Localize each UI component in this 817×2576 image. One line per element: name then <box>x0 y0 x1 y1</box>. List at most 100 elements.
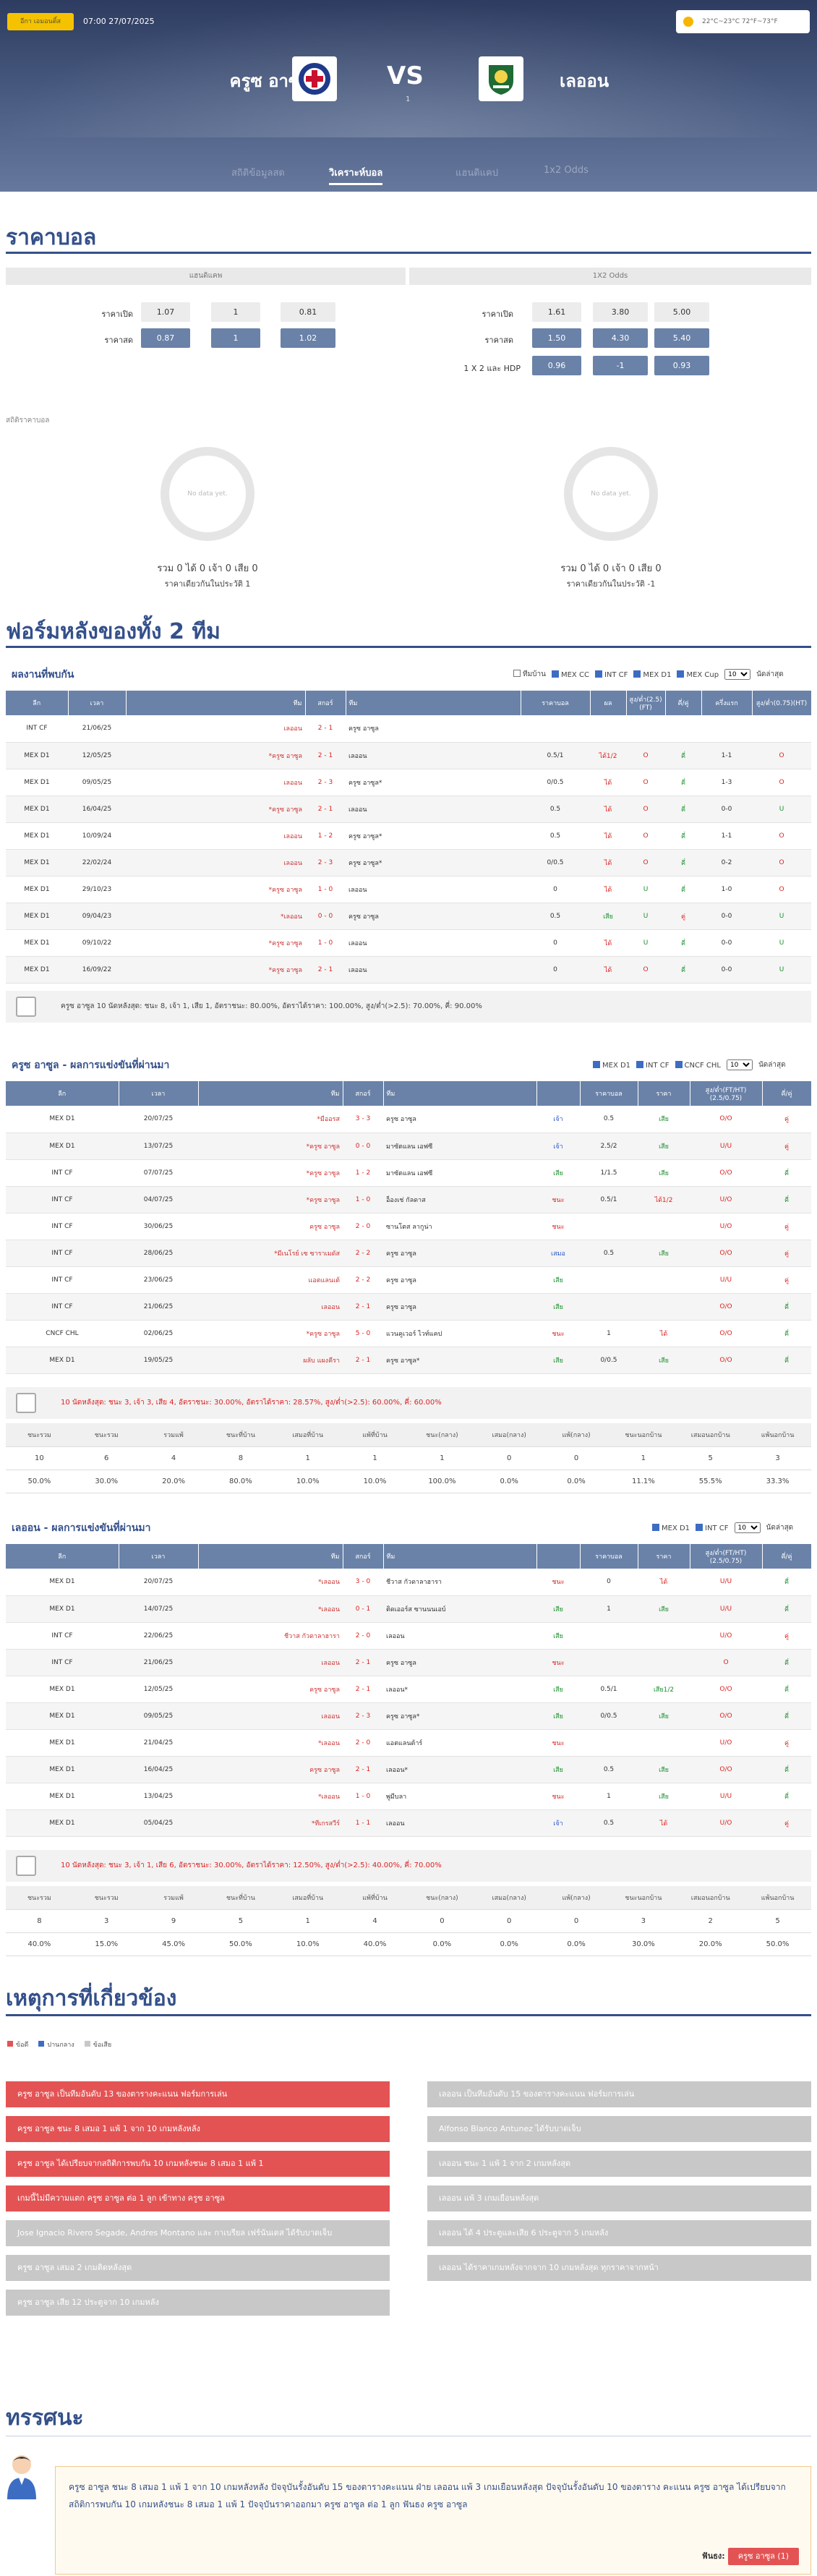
away-team-name[interactable]: เลออน <box>560 71 609 91</box>
table-row[interactable]: INT CF 21/06/25 เลออน 2 - 1 ครูซ อาซูล <box>6 715 811 743</box>
table-row[interactable]: MEX D1 20/07/25 *เลออน 3 - 0 ชีวาส กัวดาลาฮา… <box>6 1569 811 1596</box>
table-cell: 0-0 <box>701 929 752 957</box>
table-cell: คี่ <box>665 849 701 877</box>
table-cell: 2 - 1 <box>343 1649 383 1676</box>
table-row[interactable]: MEX D1 19/05/25 ผลับ แผงคีรา 2 - 1 ครูซ อาซู… <box>6 1347 811 1374</box>
table-row[interactable]: MEX D1 05/04/25 *ทีเกรสวีร์ 1 - 1 เลออน เจ้า 0… <box>6 1809 811 1837</box>
table-row[interactable]: CNCF CHL 02/06/25 *ครูซ อาซูล 5 - 0 แวนคูเวอ… <box>6 1320 811 1347</box>
filter-mex-d1[interactable]: MEX D1 <box>633 670 671 679</box>
table-cell: 09/04/23 <box>68 903 126 930</box>
stat-cell: ชนะรวม <box>72 1423 140 1447</box>
table-row[interactable]: MEX D1 13/04/25 *เลออน 1 - 0 พูมีบลา ชนะ 1 เสีย… <box>6 1783 811 1810</box>
stat-cell: ชนะนอกบ้าน <box>609 1886 677 1910</box>
table-row[interactable]: MEX D1 16/09/22 *ครูซ อาซูล 2 - 1 เลออน 0 ได้ O… <box>6 956 811 984</box>
opinion-section-title: ทรรศนะ <box>6 2405 84 2431</box>
table-cell: ชนะ <box>536 1729 580 1757</box>
table-cell: *ครูซ อาซูล <box>126 796 305 823</box>
table-cell: คี่ <box>665 876 701 903</box>
table-row[interactable]: MEX D1 09/10/22 *ครูซ อาซูล 1 - 0 เลออน 0 ได้ U… <box>6 929 811 957</box>
home-team-crest[interactable] <box>292 56 337 101</box>
table-row[interactable]: MEX D1 22/02/24 เลออน 2 - 3 ครูซ อาซูล* 0/0.5… <box>6 849 811 877</box>
handicap-open-line: 1 <box>211 302 260 322</box>
table-cell: เลออน <box>126 822 305 850</box>
handicap-live-away: 1.02 <box>281 328 335 348</box>
table-row[interactable]: MEX D1 29/10/23 *ครูซ อาซูล 1 - 0 เลออน 0 ได้ U… <box>6 876 811 903</box>
table-cell: เสีย <box>536 1702 580 1730</box>
table-row[interactable]: INT CF 22/06/25 ชีวาส กัวดาลาฮารา 2 - 0 เลออ… <box>6 1622 811 1650</box>
filter-home[interactable]: ทีมบ้าน <box>513 669 546 680</box>
table-cell <box>638 1649 690 1676</box>
stat-cell: 0.0% <box>475 1932 543 1956</box>
table-row[interactable]: INT CF 04/07/25 *ครูซ อาซูล 1 - 0 อ็องเช่ กั… <box>6 1186 811 1214</box>
table-cell: O/O <box>690 1293 762 1321</box>
table-row[interactable]: MEX D1 09/05/25 เลออน 2 - 3 ครูซ อาซูล* 0/0.5… <box>6 769 811 796</box>
table-row[interactable]: INT CF 21/06/25 เลออน 2 - 1 ครูซ อาซูล ชนะ O คี… <box>6 1649 811 1676</box>
stat-cell: 0 <box>408 1909 476 1933</box>
table-cell: 04/07/25 <box>119 1186 198 1214</box>
table-cell: คี่ <box>665 796 701 823</box>
tab-handicap[interactable]: แฮนดิแคป <box>455 168 498 179</box>
table-row[interactable]: MEX D1 09/04/23 *เลออน 0 - 0 ครูซ อาซูล 0.5 เส… <box>6 903 811 930</box>
filter-mex-d1[interactable]: MEX D1 <box>593 1060 630 1070</box>
stat-cell: แพ้นอกบ้าน <box>744 1423 811 1447</box>
table-row[interactable]: INT CF 07/07/25 *ครูซ อาซูล 1 - 2 มาซัตแลน เ… <box>6 1159 811 1187</box>
table-cell: *ทีเกรสวีร์ <box>198 1809 343 1837</box>
away-count-select[interactable]: 10 <box>734 1522 761 1533</box>
filter-mex-d1[interactable]: MEX D1 <box>652 1523 690 1532</box>
table-row[interactable]: INT CF 23/06/25 แอตแลนเต้ 2 - 2 ครูซ อาซูล เส… <box>6 1266 811 1294</box>
legend-bad: ข้อเสีย <box>84 2039 111 2050</box>
stat-cell: 4 <box>341 1909 408 1933</box>
table-cell: คู่ <box>762 1729 811 1757</box>
table-cell: U <box>752 956 811 984</box>
table-cell: 28/06/25 <box>119 1240 198 1267</box>
table-cell: 2 - 3 <box>305 849 346 877</box>
table-row[interactable]: MEX D1 16/04/25 ครูซ อาซูล 2 - 1 เลออน* เสีย 0… <box>6 1756 811 1783</box>
stat-row: ชนะรวม ชนะรวม รวมแพ้ ชนะที่บ้าน เสมอที่บ้านแ… <box>6 1423 811 1447</box>
table-row[interactable]: MEX D1 21/04/25 *เลออน 2 - 0 แอตแลนต้าร์ ชนะ U… <box>6 1729 811 1757</box>
table-row[interactable]: INT CF 28/06/25 *มีเนโรย์ เซ ซาราเมดัส 2 - … <box>6 1240 811 1267</box>
tab-live-stats[interactable]: สถิติข้อมูลสด <box>231 168 285 179</box>
tab-analysis[interactable]: วิเคราะห์บอล <box>329 165 383 185</box>
opinion-box: ครูซ อาซูล ชนะ 8 เสมอ 1 แพ้ 1 จาก 10 เกม… <box>55 2466 811 2575</box>
tab-1x2-odds[interactable]: 1x2 Odds <box>544 165 589 176</box>
table-row[interactable]: MEX D1 20/07/25 *มีออรส 3 - 3 ครูซ อาซูล เจ้า… <box>6 1106 811 1133</box>
handicap-open-home: 1.07 <box>141 302 190 322</box>
table-cell: *ครูซ อาซูล <box>198 1320 343 1347</box>
filter-mex-cc[interactable]: MEX CC <box>551 670 589 679</box>
filter-int-cf[interactable]: INT CF <box>636 1060 670 1070</box>
filter-mex-cup[interactable]: MEX Cup <box>677 670 719 679</box>
table-cell: คี่ <box>762 1293 811 1321</box>
table-row[interactable]: MEX D1 12/05/25 ครูซ อาซูล 2 - 1 เลออน* เสีย 0… <box>6 1676 811 1703</box>
table-cell: 09/05/25 <box>119 1702 198 1730</box>
table-row[interactable]: MEX D1 09/05/25 เลออน 2 - 3 ครูซ อาซูล* เสีย 0… <box>6 1702 811 1730</box>
table-row[interactable]: INT CF 21/06/25 เลออน 2 - 1 ครูซ อาซูล เสีย O/… <box>6 1293 811 1321</box>
away-team-crest[interactable] <box>479 56 523 101</box>
stat-cell: 0.0% <box>408 1932 476 1956</box>
table-row[interactable]: MEX D1 13/07/25 *ครูซ อาซูล 0 - 0 มาซัตแลน เ… <box>6 1133 811 1160</box>
table-cell: INT CF <box>6 1649 119 1676</box>
table-row[interactable]: INT CF 30/06/25 ครูซ อาซูล 2 - 0 ซานโตส ลากู… <box>6 1213 811 1240</box>
league-badge[interactable]: อีกา เอมอนติ์ส <box>7 13 74 30</box>
table-cell: แอตแลนเต้ <box>198 1266 343 1294</box>
table-cell: 16/09/22 <box>68 956 126 984</box>
table-cell: MEX D1 <box>6 1347 119 1374</box>
table-cell: 0 <box>580 1569 638 1596</box>
table-row[interactable]: MEX D1 14/07/25 *เลออน 0 - 1 ติดเออร์ส ซานนน… <box>6 1595 811 1623</box>
event-item: เลออน แพ้ 3 เกมเยือนหลังสุด <box>427 2185 811 2212</box>
stat-cell: 45.0% <box>140 1932 208 1956</box>
table-cell: เสีย <box>536 1676 580 1703</box>
table-cell: 22/02/24 <box>68 849 126 877</box>
filter-int-cf[interactable]: INT CF <box>696 1523 729 1532</box>
filter-cncf-chl[interactable]: CNCF CHL <box>675 1060 721 1070</box>
table-cell <box>752 715 811 743</box>
opinion-text: ครูซ อาซูล ชนะ 8 เสมอ 1 แพ้ 1 จาก 10 เกม… <box>69 2482 786 2509</box>
table-row[interactable]: MEX D1 12/05/25 *ครูซ อาซูล 2 - 1 เลออน 0.5/1… <box>6 742 811 769</box>
home-count-select[interactable]: 10 <box>726 1059 753 1070</box>
table-row[interactable]: MEX D1 10/09/24 เลออน 1 - 2 ครูซ อาซูล* 0.5 ได… <box>6 822 811 850</box>
table-cell: เสีย <box>536 1266 580 1294</box>
table-cell: U <box>752 929 811 957</box>
table-row[interactable]: MEX D1 16/04/25 *ครูซ อาซูล 2 - 1 เลออน 0.5 ได… <box>6 796 811 823</box>
filter-int-cf[interactable]: INT CF <box>594 670 628 679</box>
h2h-count-select[interactable]: 10 <box>724 669 751 680</box>
table-cell: ซานโตส ลากูน่า <box>383 1213 536 1240</box>
